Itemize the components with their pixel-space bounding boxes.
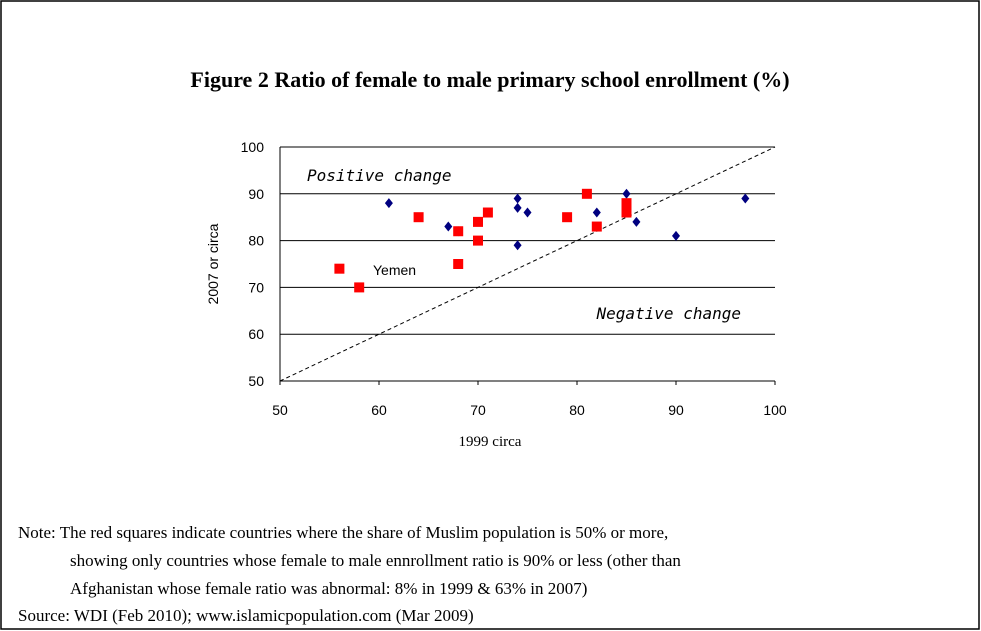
y-tick-label: 50 xyxy=(248,373,264,389)
chart-title: Figure 2 Ratio of female to male primary… xyxy=(190,67,789,92)
annotation: Negative change xyxy=(596,304,742,323)
point xyxy=(672,230,680,241)
x-tick-label: 90 xyxy=(668,402,684,418)
y-axis-label: 2007 or circa xyxy=(205,223,221,304)
note: Afghanistan whose female ratio was abnor… xyxy=(70,579,587,598)
y-tick-label: 80 xyxy=(248,233,264,249)
point xyxy=(581,188,592,199)
point xyxy=(413,212,424,223)
point xyxy=(354,282,365,293)
point xyxy=(562,212,573,223)
point xyxy=(384,198,393,209)
point xyxy=(444,221,453,232)
source: Source: WDI (Feb 2010); www.islamicpopul… xyxy=(18,606,474,625)
point xyxy=(482,207,493,218)
point xyxy=(453,226,464,237)
x-tick-label: 60 xyxy=(371,402,387,418)
point xyxy=(741,193,750,204)
point xyxy=(621,198,632,209)
point xyxy=(622,188,631,199)
x-tick-label: 100 xyxy=(763,402,787,418)
note: showing only countries whose female to m… xyxy=(70,551,681,570)
point xyxy=(513,193,522,204)
point xyxy=(473,235,483,246)
y-tick-label: 70 xyxy=(248,279,264,295)
point xyxy=(334,263,345,274)
x-tick-label: 80 xyxy=(569,402,585,418)
parity-line xyxy=(279,146,776,382)
point xyxy=(523,207,532,218)
point xyxy=(473,216,483,227)
point xyxy=(592,207,601,218)
annotation: Positive change xyxy=(307,166,452,185)
point xyxy=(632,216,641,227)
point xyxy=(513,240,522,251)
y-tick-label: 60 xyxy=(248,326,264,342)
point xyxy=(591,221,602,232)
note: Note: The red squares indicate countries… xyxy=(18,523,668,542)
y-tick-label: 90 xyxy=(248,186,264,202)
x-axis-label: 1999 circa xyxy=(459,434,522,450)
point xyxy=(453,259,464,269)
point xyxy=(513,202,522,213)
y-tick-label: 100 xyxy=(241,139,265,155)
x-tick-label: 70 xyxy=(470,402,486,418)
x-tick-label: 50 xyxy=(272,402,288,418)
annotation: Yemen xyxy=(373,262,416,278)
